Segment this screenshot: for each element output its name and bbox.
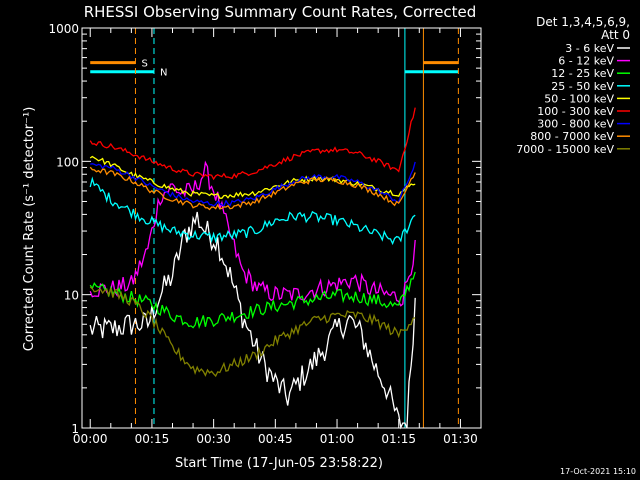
x-tick-label: 01:30: [443, 432, 478, 446]
y-tick-label: 1000: [48, 22, 79, 36]
legend-label: 300 - 800 keV: [537, 118, 614, 131]
y-axis-label: Corrected Count Rate (s⁻¹ detector⁻¹): [22, 107, 37, 352]
saa-label: S: [141, 59, 147, 70]
series-line-6-12-kev: [89, 160, 416, 307]
series-line-800-7000-kev: [89, 166, 416, 211]
series-line-50-100-kev: [89, 155, 416, 199]
series-line-7000-15000-kev: [89, 286, 416, 378]
chart-title: RHESSI Observing Summary Count Rates, Co…: [84, 3, 477, 21]
series-line-100-300-kev: [89, 107, 416, 181]
legend-label: 100 - 300 keV: [537, 105, 614, 118]
legend-label: 25 - 50 keV: [551, 80, 614, 93]
legend-header-line-1: Det 1,3,4,5,6,9,: [536, 15, 630, 29]
series-layer: [89, 107, 416, 430]
x-axis-label: Start Time (17-Jun-05 23:58:22): [175, 456, 383, 471]
y-tick-label: 10: [64, 289, 79, 303]
legend-header-line-2: Att 0: [601, 28, 630, 42]
x-tick-label: 01:00: [320, 432, 355, 446]
x-tick-label: 00:45: [258, 432, 293, 446]
x-tick-label: 00:00: [73, 432, 108, 446]
y-tick-label: 1: [71, 422, 79, 436]
legend-label: 3 - 6 keV: [565, 42, 614, 55]
legend-label: 50 - 100 keV: [544, 92, 614, 105]
legend-label: 800 - 7000 keV: [530, 130, 614, 143]
night-label: N: [160, 68, 167, 79]
series-line-3-6-kev: [89, 211, 416, 430]
series-line-300-800-kev: [90, 161, 416, 207]
x-tick-label: 00:15: [135, 432, 170, 446]
plot-frame: [81, 27, 482, 429]
legend-label: 6 - 12 keV: [558, 55, 614, 68]
series-line-12-25-kev: [89, 271, 416, 330]
y-tick-label: 100: [56, 155, 79, 169]
legend-label: 7000 - 15000 keV: [516, 143, 614, 156]
x-tick-label: 01:15: [381, 432, 416, 446]
series-line-25-50-kev: [89, 176, 416, 246]
x-tick-label: 00:30: [196, 432, 231, 446]
legend-label: 12 - 25 keV: [551, 67, 614, 80]
footer-timestamp: 17-Oct-2021 15:10: [560, 467, 636, 476]
axes: 1 10 100 1000 00:00 00:15 00:30 00:45 01:00 01:15…: [48, 22, 482, 446]
